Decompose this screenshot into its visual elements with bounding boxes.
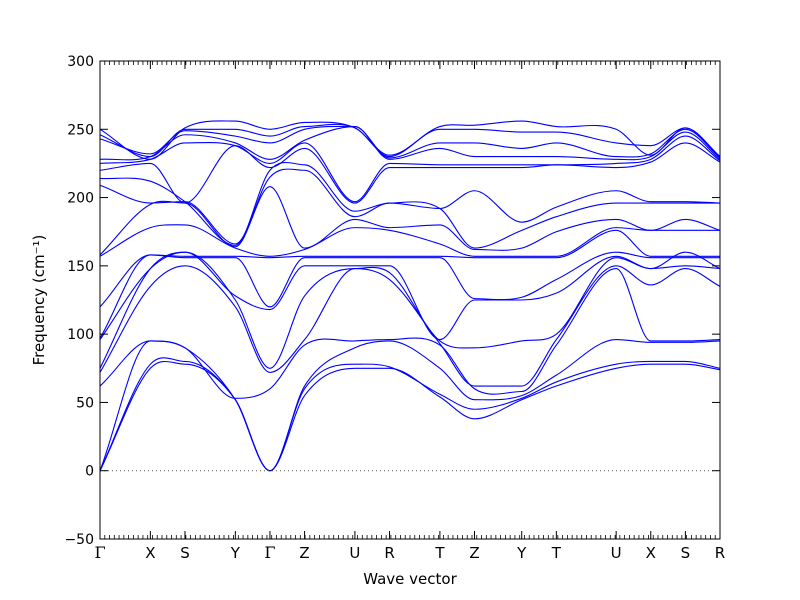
y-tick-labels: −50 0 50 100 150 200 250 300 — [64, 54, 94, 548]
phonon-band-3 — [99, 339, 721, 472]
plot-frame — [99, 60, 721, 540]
phonon-band-11 — [99, 186, 721, 256]
phonon-band-8 — [99, 251, 720, 339]
phonon-band-15 — [99, 135, 721, 203]
phonon-band-16 — [99, 126, 721, 161]
x-ticks — [99, 61, 721, 539]
k-point-label: Y — [516, 544, 527, 562]
y-axis-label: Frequency (cm⁻¹) — [30, 235, 48, 366]
k-point-label: Γ — [264, 543, 275, 562]
k-point-label: S — [681, 544, 691, 562]
x-axis-label: Wave vector — [363, 570, 457, 588]
phonon-band-2 — [99, 357, 721, 472]
y-tick-label: 100 — [67, 327, 94, 343]
y-tick-label: −50 — [64, 532, 94, 548]
phonon-band-4 — [99, 268, 721, 399]
phonon-band-12 — [99, 168, 720, 249]
phonon-band-14 — [99, 142, 721, 204]
y-tick-label: 300 — [67, 54, 94, 70]
y-tick-label: 50 — [76, 395, 94, 411]
phonon-band-18 — [99, 123, 721, 158]
k-point-label: T — [434, 544, 445, 562]
y-tick-label: 200 — [67, 191, 94, 207]
phonon-band-19 — [99, 120, 721, 160]
bands-layer — [99, 120, 721, 472]
k-point-label: U — [349, 544, 360, 562]
y-tick-label: 0 — [85, 464, 94, 480]
k-point-label: T — [551, 544, 562, 562]
phonon-band-13 — [99, 161, 721, 246]
k-point-label: Z — [299, 544, 309, 562]
y-ticks — [100, 60, 720, 540]
phonon-band-9 — [99, 229, 720, 308]
k-point-label: U — [611, 544, 622, 562]
y-tick-label: 250 — [67, 122, 94, 138]
k-point-label: R — [384, 544, 394, 562]
phonon-band-1 — [99, 360, 721, 472]
k-point-label: Y — [230, 544, 241, 562]
phonon-band-7 — [99, 251, 721, 341]
k-point-label: S — [180, 544, 190, 562]
y-tick-label: 150 — [67, 259, 94, 275]
phonon-band-6 — [99, 251, 721, 369]
phonon-band-5 — [99, 265, 721, 387]
k-point-label: X — [646, 544, 656, 562]
k-point-label: R — [715, 544, 725, 562]
k-point-label: Z — [469, 544, 479, 562]
k-point-label: Γ — [94, 543, 105, 562]
phonon-band-17 — [99, 125, 721, 159]
phonon-band-10 — [99, 224, 721, 257]
k-point-label: X — [145, 544, 155, 562]
